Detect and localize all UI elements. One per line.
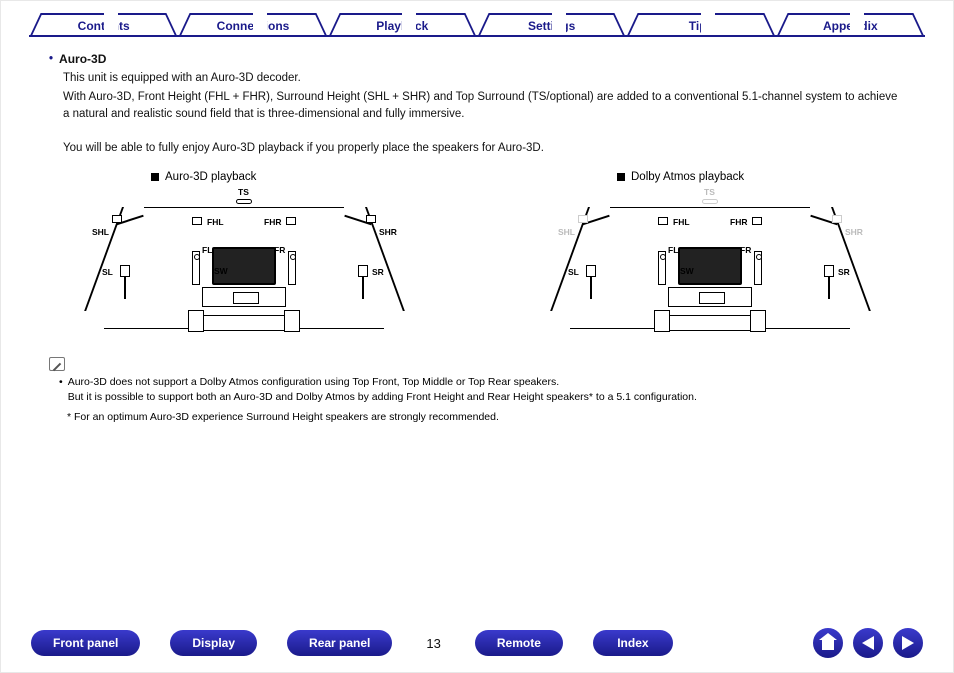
speaker-fl (658, 251, 666, 285)
tab-contents[interactable]: Contents (29, 13, 178, 35)
speaker-shr (366, 215, 376, 223)
room-diagram: TS FHL FHR SHL SHR FL FR SW SL (74, 189, 414, 329)
label-fhl: FHL (673, 217, 690, 227)
label-shl: SHL (92, 227, 109, 237)
tab-connections[interactable]: Connections (178, 13, 327, 35)
speaker-stand (124, 277, 126, 299)
diagram-title-text: Dolby Atmos playback (631, 171, 744, 183)
diagram-dolby-atmos: Dolby Atmos playback TS FHL FHR SHL SHR … (497, 171, 923, 329)
tab-playback[interactable]: Playback (328, 13, 477, 35)
label-shr: SHR (845, 227, 863, 237)
home-button[interactable] (813, 628, 843, 658)
section-title: Auro-3D (59, 51, 106, 68)
speaker-fhl (192, 217, 202, 225)
diagram-title: Dolby Atmos playback (617, 171, 923, 183)
nav-icons (813, 628, 923, 658)
label-fhr: FHR (264, 217, 281, 227)
paragraph: You will be able to fully enjoy Auro-3D … (63, 140, 905, 157)
label-ts: TS (238, 187, 249, 197)
speaker-shl (112, 215, 122, 223)
label-sr: SR (838, 267, 850, 277)
speaker-fr (288, 251, 296, 285)
label-shl: SHL (558, 227, 575, 237)
room-diagram: TS FHL FHR SHL SHR FL FR SW SL (540, 189, 880, 329)
speaker-ts (702, 199, 718, 204)
tab-label: Appendix (788, 13, 913, 35)
speaker-shl (578, 215, 588, 223)
speaker-ts (236, 199, 252, 204)
diagram-title: Auro-3D playback (151, 171, 457, 183)
sofa-icon (189, 315, 299, 331)
speaker-sr (824, 265, 834, 277)
label-sw: SW (214, 266, 228, 276)
tab-label: Settings (489, 13, 614, 35)
speaker-shr (832, 215, 842, 223)
tab-label: Tips (638, 13, 763, 35)
section-heading: • Auro-3D (49, 51, 905, 68)
remote-button[interactable]: Remote (475, 630, 563, 656)
tab-tips[interactable]: Tips (626, 13, 775, 35)
square-icon (617, 173, 625, 181)
label-fl: FL (202, 245, 212, 255)
rear-panel-button[interactable]: Rear panel (287, 630, 392, 656)
note-text: Auro-3D does not support a Dolby Atmos c… (68, 376, 559, 388)
next-page-button[interactable] (893, 628, 923, 658)
bullet-icon: • (49, 51, 53, 68)
speaker-fr (754, 251, 762, 285)
bottom-bar: Front panel Display Rear panel 13 Remote… (1, 628, 953, 658)
index-button[interactable]: Index (593, 630, 673, 656)
prev-page-button[interactable] (853, 628, 883, 658)
label-sl: SL (568, 267, 579, 277)
home-icon (819, 635, 837, 651)
tab-appendix[interactable]: Appendix (776, 13, 925, 35)
label-ts: TS (704, 187, 715, 197)
speaker-stand (362, 277, 364, 299)
diagram-auro3d: Auro-3D playback TS FHL FHR SHL SHR FL (31, 171, 457, 329)
sofa-icon (655, 315, 765, 331)
speaker-sr (358, 265, 368, 277)
label-fhl: FHL (207, 217, 224, 227)
top-tabbar: Contents Connections Playback Settings T… (29, 13, 925, 37)
note-area: • Auro-3D does not support a Dolby Atmos… (49, 357, 905, 425)
label-sl: SL (102, 267, 113, 277)
paragraph: This unit is equipped with an Auro-3D de… (63, 70, 905, 87)
label-fr: FR (274, 245, 285, 255)
paragraph: With Auro-3D, Front Height (FHL + FHR), … (63, 89, 905, 122)
tab-label: Contents (41, 13, 166, 35)
tab-label: Playback (340, 13, 465, 35)
speaker-sl (586, 265, 596, 277)
label-shr: SHR (379, 227, 397, 237)
speaker-stand (590, 277, 592, 299)
speaker-stand (828, 277, 830, 299)
display-button[interactable]: Display (170, 630, 257, 656)
front-panel-button[interactable]: Front panel (31, 630, 140, 656)
square-icon (151, 173, 159, 181)
bullet-icon: • (59, 375, 63, 405)
tab-settings[interactable]: Settings (477, 13, 626, 35)
speaker-fhr (286, 217, 296, 225)
page-number: 13 (426, 636, 440, 651)
tab-label: Connections (190, 13, 315, 35)
note-line: • Auro-3D does not support a Dolby Atmos… (59, 375, 905, 405)
speaker-fhr (752, 217, 762, 225)
speaker-sl (120, 265, 130, 277)
speaker-fhl (658, 217, 668, 225)
note-icon (49, 357, 65, 371)
note-footnote: * For an optimum Auro-3D experience Surr… (67, 410, 905, 425)
label-fl: FL (668, 245, 678, 255)
stand-icon (668, 287, 752, 307)
speaker-fl (192, 251, 200, 285)
diagrams-row: Auro-3D playback TS FHL FHR SHL SHR FL (1, 171, 953, 329)
label-fhr: FHR (730, 217, 747, 227)
label-sw: SW (680, 266, 694, 276)
label-sr: SR (372, 267, 384, 277)
content-area: • Auro-3D This unit is equipped with an … (1, 37, 953, 157)
stand-icon (202, 287, 286, 307)
note-text: But it is possible to support both an Au… (68, 391, 697, 403)
diagram-title-text: Auro-3D playback (165, 171, 256, 183)
label-fr: FR (740, 245, 751, 255)
